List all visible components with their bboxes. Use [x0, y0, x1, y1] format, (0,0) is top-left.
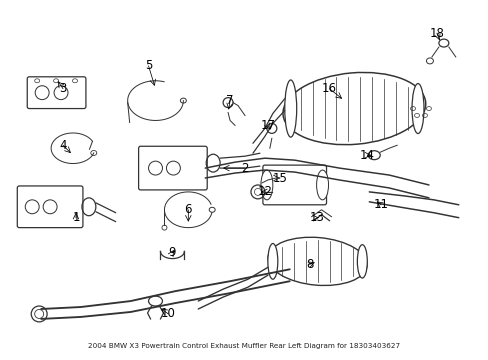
Text: 2004 BMW X3 Powertrain Control Exhaust Muffler Rear Left Diagram for 18303403627: 2004 BMW X3 Powertrain Control Exhaust M… — [88, 343, 399, 349]
Text: 9: 9 — [168, 246, 176, 259]
Text: 17: 17 — [260, 119, 275, 132]
Text: 15: 15 — [272, 171, 286, 185]
FancyBboxPatch shape — [263, 165, 326, 205]
Ellipse shape — [284, 80, 296, 137]
Text: 6: 6 — [184, 203, 192, 216]
Ellipse shape — [261, 170, 272, 200]
Ellipse shape — [31, 306, 47, 322]
Text: 2: 2 — [241, 162, 248, 175]
Text: 11: 11 — [373, 198, 388, 211]
Text: 5: 5 — [144, 59, 152, 72]
Text: 8: 8 — [305, 258, 313, 271]
Text: 1: 1 — [72, 211, 80, 224]
Text: 12: 12 — [257, 185, 272, 198]
Ellipse shape — [411, 84, 423, 134]
Text: 10: 10 — [161, 307, 176, 320]
Text: 14: 14 — [359, 149, 374, 162]
Text: 13: 13 — [309, 211, 325, 224]
Text: 18: 18 — [428, 27, 444, 40]
Ellipse shape — [267, 237, 366, 285]
Ellipse shape — [283, 72, 425, 145]
Text: 16: 16 — [322, 82, 336, 95]
Text: 3: 3 — [59, 82, 66, 95]
Ellipse shape — [316, 170, 328, 200]
Text: 4: 4 — [59, 139, 67, 152]
Text: 7: 7 — [226, 94, 233, 107]
Ellipse shape — [357, 245, 366, 278]
Ellipse shape — [267, 243, 277, 279]
